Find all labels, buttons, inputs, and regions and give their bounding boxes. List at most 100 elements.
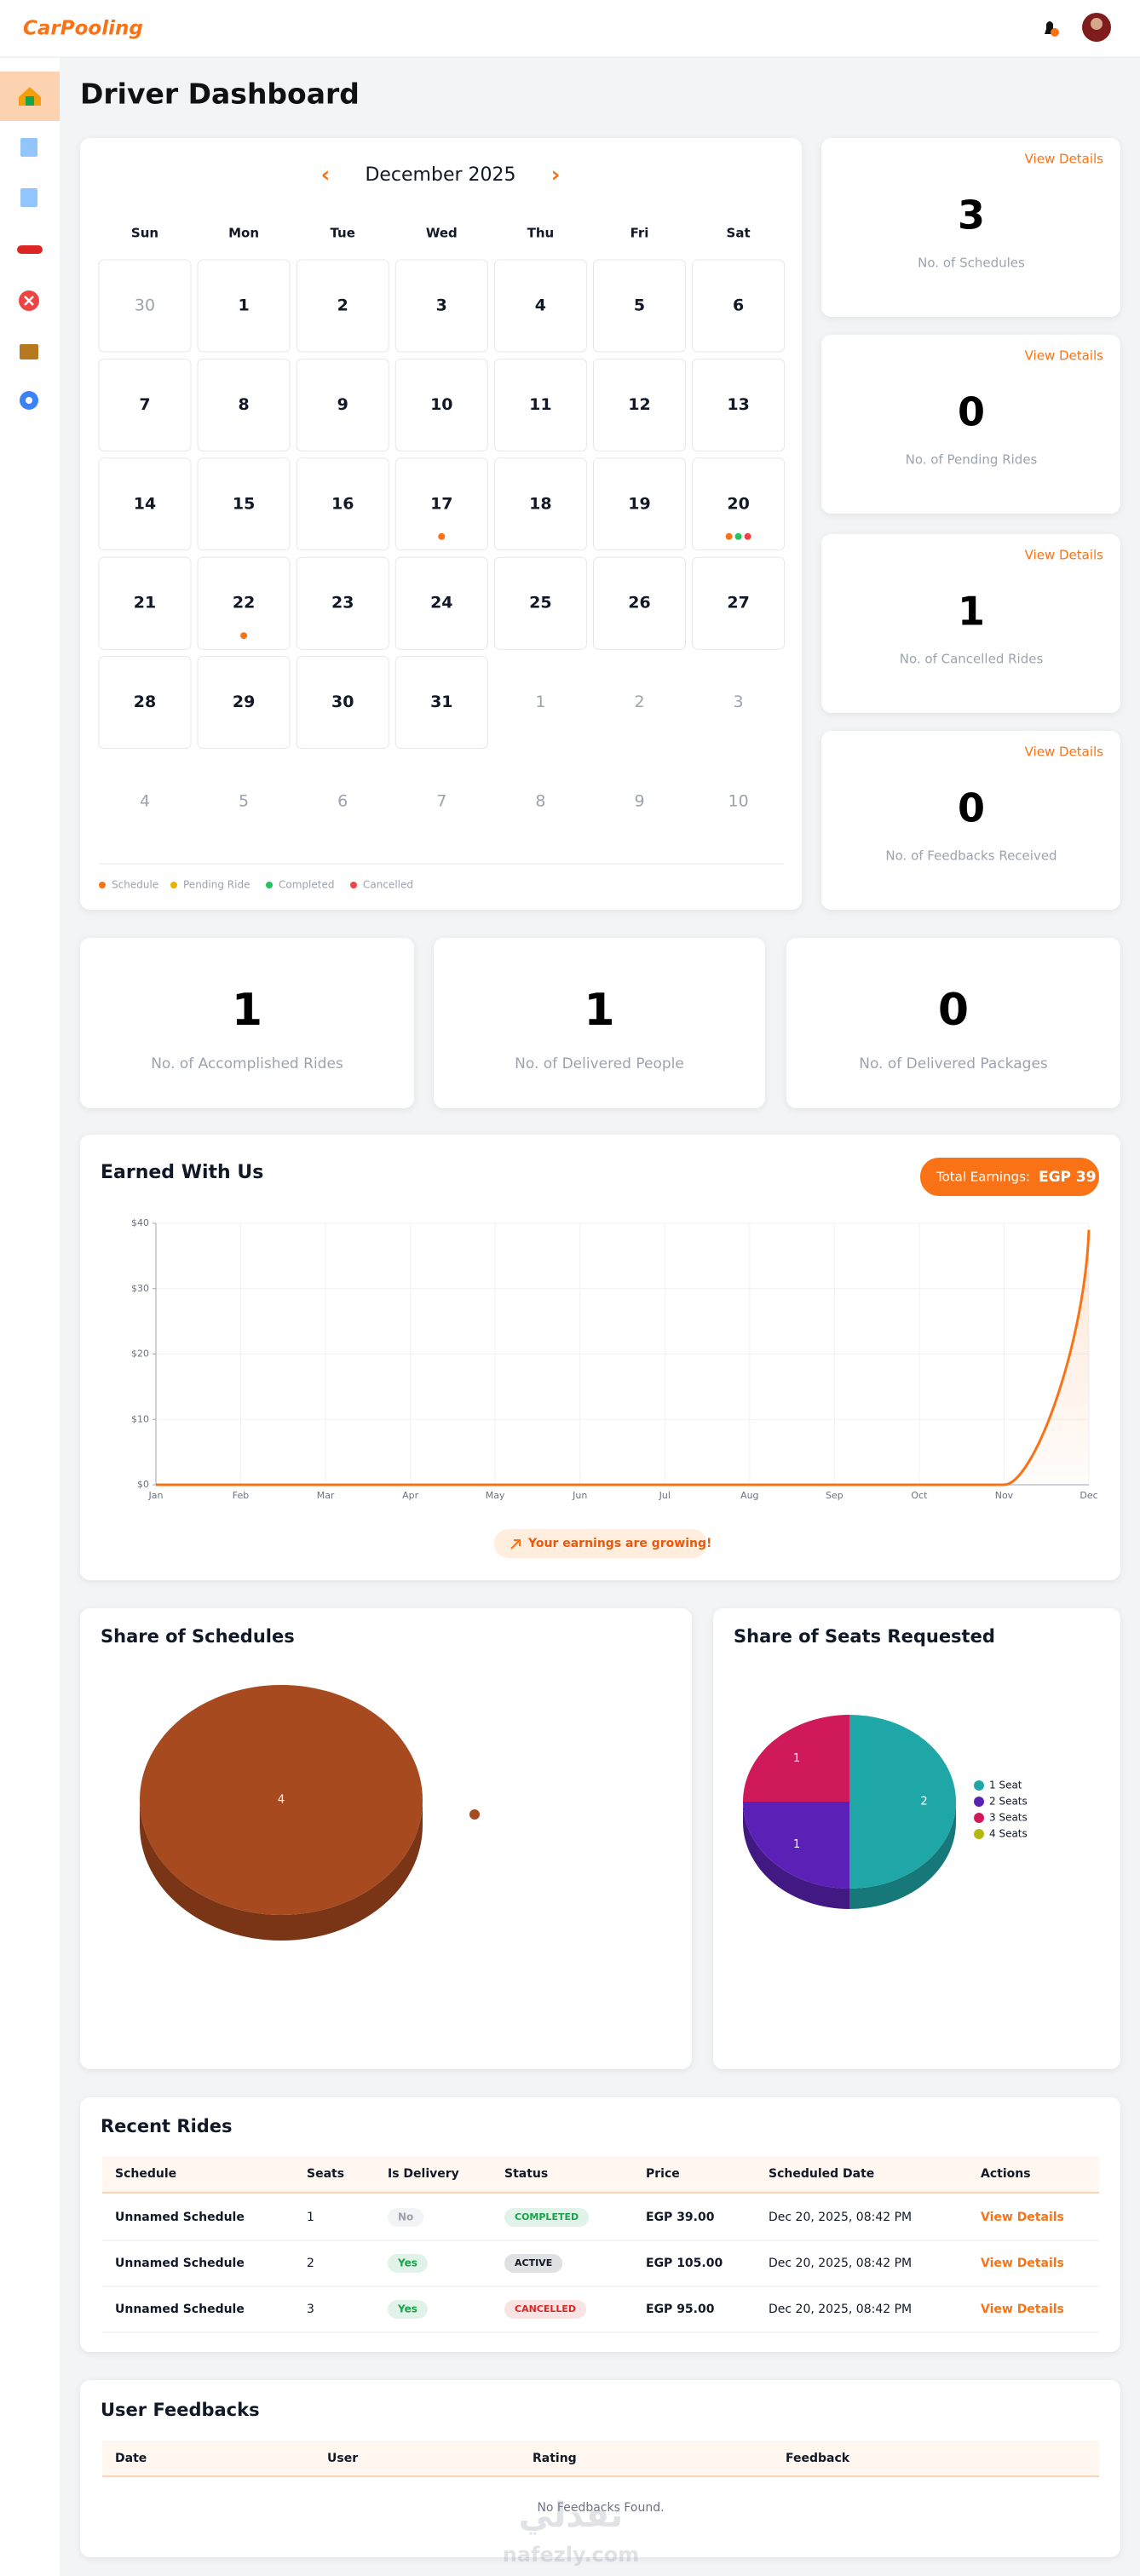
legend-label: 2 Seats [989,1796,1028,1808]
chart-title: Share of Seats Requested [734,1626,995,1647]
sidebar [0,58,60,2576]
package-icon[interactable] [20,344,38,359]
car-icon[interactable] [17,245,43,254]
day-cell[interactable] [493,358,587,451]
stat-value: 0 [958,785,985,831]
total-pill [920,1158,1099,1196]
column-header: Feedback [786,2452,850,2465]
logo[interactable]: CarPooling [23,18,143,40]
event-dot [240,632,248,640]
day-number: 14 [134,494,156,513]
badge [388,2208,424,2227]
day-number: 29 [233,693,255,711]
legend-dot [974,1813,984,1823]
day-cell[interactable] [296,358,389,451]
list-icon[interactable] [20,138,37,157]
table-cell: Unnamed Schedule [115,2211,245,2224]
x-tick-label: Nov [995,1490,1014,1501]
list-icon[interactable] [20,188,37,207]
day-cell[interactable] [493,259,587,353]
day-number: 12 [628,395,650,414]
annotation: Your earnings are growing! [527,1537,711,1550]
day-number: 6 [733,296,744,315]
chart-title: Share of Schedules [101,1626,295,1647]
day-number: 21 [134,594,156,612]
day-cell[interactable] [98,259,192,353]
settings-hole [26,397,32,404]
stat-value: 3 [958,193,985,239]
day-cell[interactable] [197,556,291,650]
stat-value: 1 [958,589,985,635]
day-cell[interactable] [296,656,389,750]
day-cell[interactable] [197,457,291,551]
weekday: Fri [630,226,649,241]
day-cell[interactable] [394,457,488,551]
legend-label: 4 Seats [989,1828,1028,1840]
table-cell: Dec 20, 2025, 08:42 PM [769,2211,912,2224]
day-cell[interactable] [593,358,686,451]
day-number: 9 [634,792,644,811]
day-cell[interactable] [98,556,192,650]
view-details[interactable]: View Details [981,2211,1064,2224]
day-cell[interactable] [692,457,786,551]
view-details[interactable]: View Details [1025,152,1104,167]
day-cell[interactable] [593,259,686,353]
badge-text: ACTIVE [515,2257,552,2268]
day-cell[interactable] [692,259,786,353]
avatar-face [1091,18,1103,30]
day-cell[interactable] [296,457,389,551]
pie-slice [743,1715,849,1802]
day-cell[interactable] [593,457,686,551]
y-tick-label: $30 [131,1283,149,1294]
view-details[interactable]: View Details [1025,745,1104,760]
day-cell[interactable] [98,358,192,451]
day-number: 25 [529,594,551,612]
day-number: 6 [337,792,348,811]
view-details[interactable]: View Details [981,2303,1064,2316]
bell-badge [1051,28,1059,37]
day-cell[interactable] [394,358,488,451]
next-month[interactable]: › [551,163,561,188]
sidebar-icons[interactable] [17,87,43,410]
day-cell[interactable] [197,656,291,750]
pie-value-label: 1 [793,1838,800,1851]
day-cell[interactable] [296,556,389,650]
pie-value-label: 1 [793,1752,800,1765]
day-cell[interactable] [98,457,192,551]
view-details[interactable]: View Details [1025,548,1104,563]
prev-month[interactable]: ‹ [321,163,331,188]
day-number: 5 [239,792,249,811]
y-tick-label: $40 [131,1217,149,1228]
day-cell[interactable] [197,358,291,451]
day-cell[interactable] [296,259,389,353]
pie-value-label: 4 [278,1794,285,1807]
view-details[interactable]: View Details [1025,348,1104,364]
day-cell[interactable] [493,556,587,650]
top-bar [0,0,1140,57]
pie-side [849,1802,956,1909]
watermark: nafezly.com [503,2543,639,2567]
legend-label: Schedule [112,879,158,891]
x-tick-label: Aug [740,1490,758,1501]
day-number: 13 [727,395,749,414]
day-cell[interactable] [692,556,786,650]
day-number: 15 [233,494,255,513]
event-dot [734,532,742,540]
y-tick-label: $0 [137,1479,149,1490]
day-cell[interactable] [593,556,686,650]
event-dot [725,532,733,540]
day-cell[interactable] [493,457,587,551]
view-details[interactable]: View Details [981,2257,1064,2270]
table-cell: EGP 105.00 [646,2257,723,2270]
legend-dot [350,882,357,888]
legend-dot [974,1797,984,1807]
day-cell[interactable] [692,358,786,451]
legend-dot [469,1809,480,1820]
day-cell[interactable] [98,656,192,750]
day-cell[interactable] [394,259,488,353]
pie-slice [140,1685,423,1915]
day-cell[interactable] [394,556,488,650]
day-cell[interactable] [394,656,488,750]
stat-value: 1 [232,985,262,1036]
day-cell[interactable] [197,259,291,353]
